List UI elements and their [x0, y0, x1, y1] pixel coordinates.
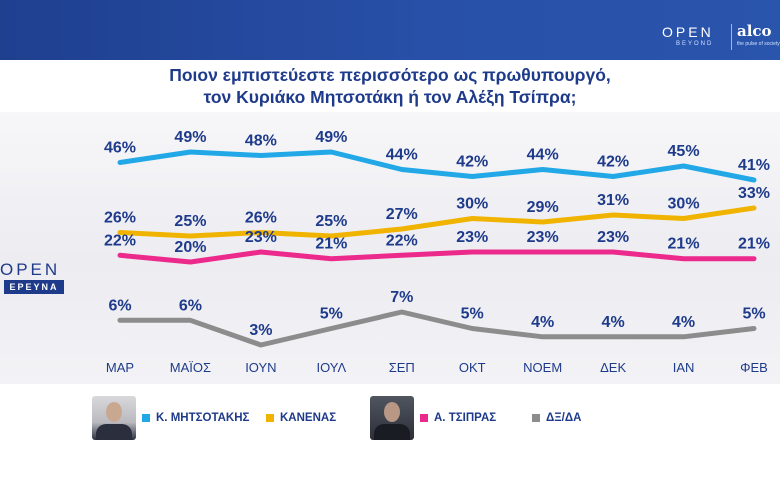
- data-label-kanenas: 29%: [527, 199, 559, 216]
- data-label-tsipras: 21%: [668, 236, 700, 253]
- x-tick-label: ΜΑΪΟΣ: [170, 360, 211, 375]
- series-line-mitsotakis: [117, 149, 757, 183]
- data-label-kanenas: 30%: [456, 196, 488, 213]
- series-line-kanenas: [117, 205, 757, 239]
- mitsotakis-photo: [92, 396, 136, 440]
- data-label-tsipras: 21%: [315, 236, 347, 253]
- line-chart: 46% 49% 48% 49% 44% 42% 44% 42% 45% 41% 26% 25% 26% 2…: [104, 129, 770, 375]
- tsipras-photo: [370, 396, 414, 440]
- legend-label-dxda: ΔΞ/ΔΑ: [546, 412, 582, 424]
- series-line-dxda: [117, 309, 757, 348]
- alco-logo: alco: [737, 22, 772, 40]
- data-label-dxda: 5%: [461, 306, 484, 323]
- chart-title-line-2: τον Κυριάκο Μητσοτάκη ή τον Αλέξη Τσίπρα…: [203, 87, 577, 107]
- data-label-dxda: 5%: [742, 306, 765, 323]
- legend-label-kanenas: ΚΑΝΕΝΑΣ: [280, 412, 337, 424]
- data-label-dxda: 6%: [108, 297, 131, 314]
- data-label-mitsotakis: 44%: [527, 147, 559, 164]
- data-label-dxda: 4%: [672, 314, 695, 331]
- data-label-mitsotakis: 42%: [597, 154, 629, 171]
- data-label-mitsotakis: 45%: [668, 143, 700, 160]
- x-tick-label: ΣΕΠ: [389, 360, 415, 375]
- data-label-mitsotakis: 49%: [315, 129, 347, 146]
- data-label-mitsotakis: 41%: [738, 157, 770, 174]
- data-label-tsipras: 22%: [104, 232, 136, 249]
- x-tick-label: ΦΕΒ: [740, 360, 768, 375]
- x-tick-label: ΜΑΡ: [106, 360, 134, 375]
- chart-title: Ποιον εμπιστεύεστε περισσότερο ως πρωθυπ…: [0, 64, 780, 108]
- x-tick-label: ΙΑΝ: [673, 360, 695, 375]
- x-tick-label: ΔΕΚ: [600, 360, 626, 375]
- data-label-dxda: 4%: [602, 314, 625, 331]
- side-ereuna-badge: ΕΡΕΥΝΑ: [4, 280, 64, 294]
- x-tick-label: ΙΟΥΛ: [316, 360, 346, 375]
- x-tick-label: ΙΟΥΝ: [245, 360, 276, 375]
- legend-label-tsipras: Α. ΤΣΙΠΡΑΣ: [434, 412, 497, 424]
- data-label-tsipras: 23%: [456, 229, 488, 246]
- side-open-logo: OPEN: [0, 260, 61, 279]
- legend-swatch-dxda: [532, 414, 540, 422]
- data-label-kanenas: 31%: [597, 192, 629, 209]
- data-label-kanenas: 30%: [668, 196, 700, 213]
- legend-swatch-tsipras: [420, 414, 428, 422]
- data-label-kanenas: 33%: [738, 185, 770, 202]
- data-label-kanenas: 26%: [245, 210, 277, 227]
- legend-item-dxda: ΔΞ/ΔΑ: [532, 412, 581, 424]
- data-label-kanenas: 25%: [315, 213, 347, 230]
- legend-item-kanenas: ΚΑΝΕΝΑΣ: [266, 412, 336, 424]
- data-label-tsipras: 23%: [597, 229, 629, 246]
- data-label-mitsotakis: 42%: [456, 154, 488, 171]
- data-label-kanenas: 27%: [386, 206, 418, 223]
- data-label-tsipras: 22%: [386, 232, 418, 249]
- data-label-tsipras: 20%: [174, 239, 206, 256]
- alco-tagline: the pulse of society: [737, 41, 780, 47]
- open-beyond-subtitle: BEYOND: [676, 41, 714, 47]
- x-tick-label: ΟΚΤ: [459, 360, 486, 375]
- legend-swatch-kanenas: [266, 414, 274, 422]
- data-label-kanenas: 26%: [104, 210, 136, 227]
- legend-label-mitsotakis: Κ. ΜΗΤΣΟΤΑΚΗΣ: [156, 412, 250, 424]
- legend-item-tsipras: Α. ΤΣΙΠΡΑΣ: [420, 412, 496, 424]
- legend: Κ. ΜΗΤΣΟΤΑΚΗΣ ΚΑΝΕΝΑΣ Α. ΤΣΙΠΡΑΣ ΔΞ/ΔΑ: [0, 390, 780, 450]
- data-label-dxda: 4%: [531, 314, 554, 331]
- data-label-tsipras: 21%: [738, 236, 770, 253]
- data-label-dxda: 5%: [320, 306, 343, 323]
- legend-swatch-mitsotakis: [142, 414, 150, 422]
- brand-divider: [731, 24, 732, 50]
- data-label-dxda: 6%: [179, 297, 202, 314]
- bottom-strip: [0, 452, 780, 500]
- series-line-tsipras: [117, 249, 757, 265]
- x-tick-label: ΝΟΕΜ: [523, 360, 562, 375]
- header-bar: OPEN BEYOND alco the pulse of society: [0, 0, 780, 60]
- legend-item-mitsotakis: Κ. ΜΗΤΣΟΤΑΚΗΣ: [142, 412, 249, 424]
- chart-title-line-1: Ποιον εμπιστεύεστε περισσότερο ως πρωθυπ…: [169, 65, 611, 85]
- data-label-tsipras: 23%: [245, 229, 277, 246]
- data-label-dxda: 3%: [249, 322, 272, 339]
- data-label-mitsotakis: 48%: [245, 133, 277, 150]
- data-label-dxda: 7%: [390, 289, 413, 306]
- data-label-mitsotakis: 46%: [104, 140, 136, 157]
- data-label-kanenas: 25%: [174, 213, 206, 230]
- data-label-mitsotakis: 49%: [174, 129, 206, 146]
- data-label-tsipras: 23%: [527, 229, 559, 246]
- open-beyond-logo: OPEN: [662, 24, 714, 40]
- data-label-mitsotakis: 44%: [386, 147, 418, 164]
